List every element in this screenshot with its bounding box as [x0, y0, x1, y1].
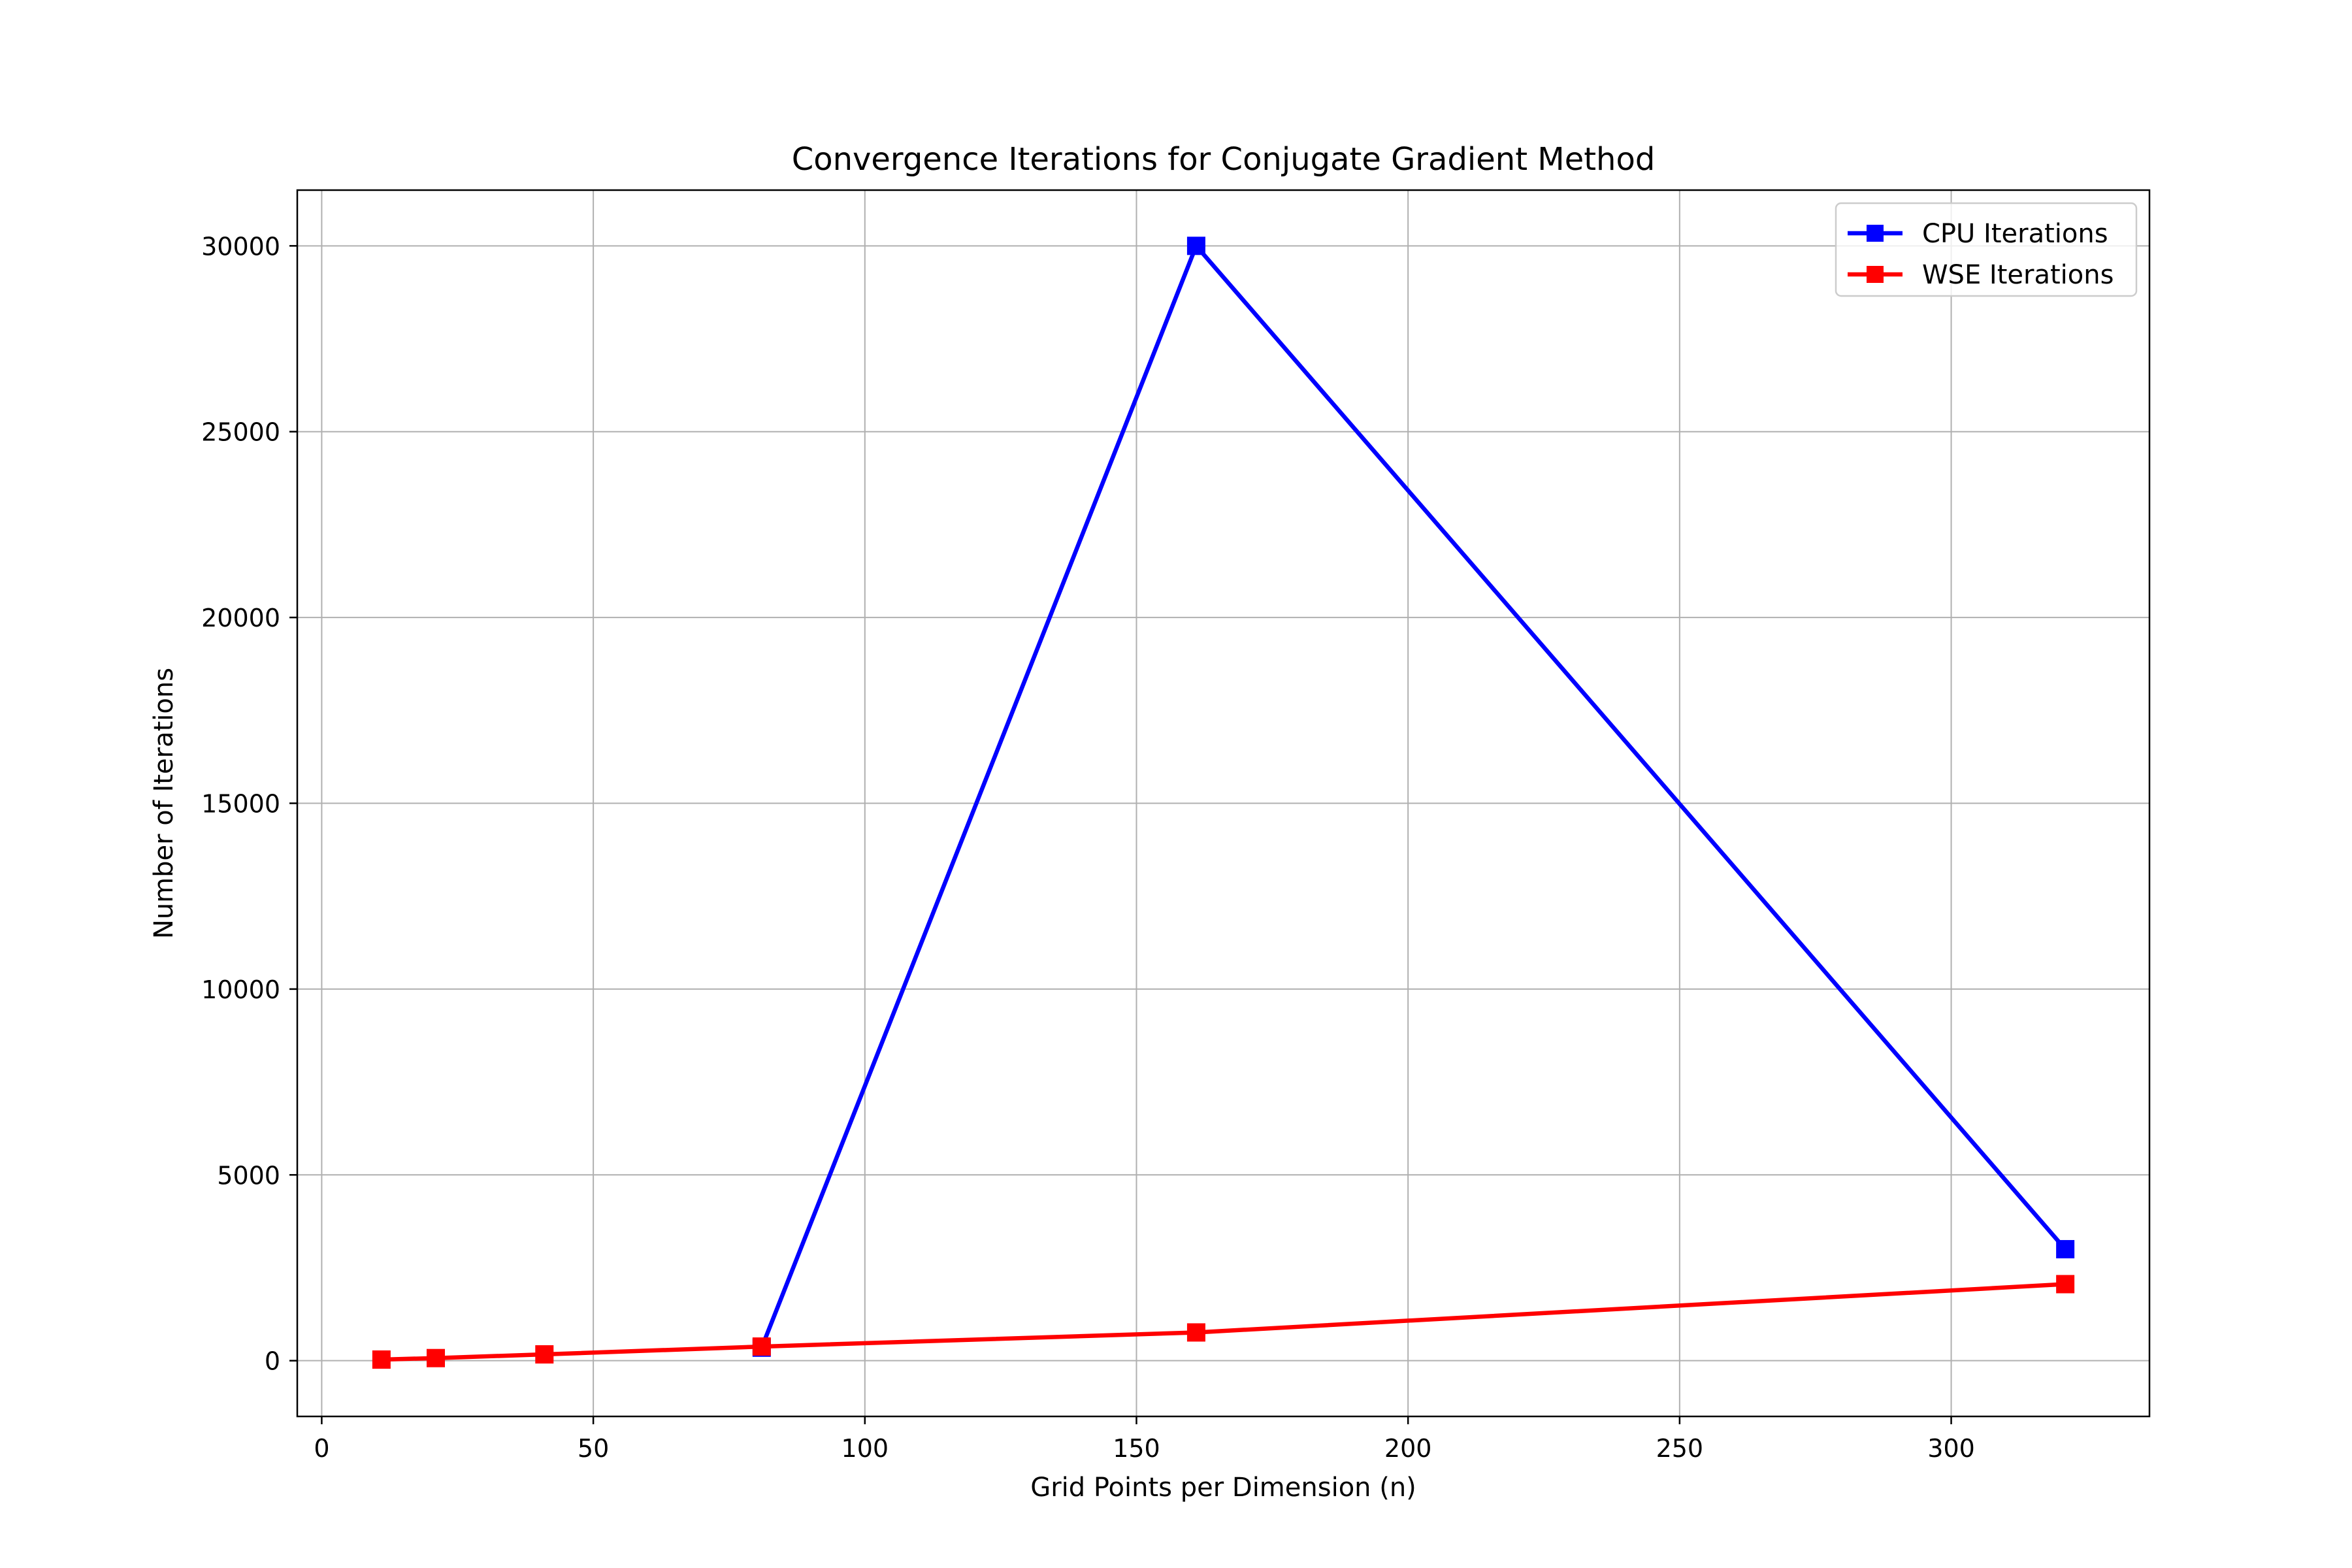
y-tick-label: 30000 [201, 232, 280, 261]
x-tick-label: 300 [1927, 1434, 1975, 1463]
legend-label: CPU Iterations [1922, 219, 2108, 249]
legend-marker-swatch [1867, 225, 1884, 242]
data-point-marker [535, 1345, 554, 1364]
legend: CPU Iterations WSE Iterations [1835, 202, 2138, 297]
data-point-marker [1186, 237, 1205, 255]
data-point-marker [2056, 1240, 2075, 1259]
y-tick-label: 15000 [201, 790, 280, 819]
series-wse-iterations [372, 1275, 2075, 1369]
x-tick-label: 150 [1113, 1434, 1160, 1463]
data-series [372, 237, 2075, 1369]
legend-marker-swatch [1867, 266, 1884, 283]
y-tick-label: 10000 [201, 975, 280, 1004]
legend-entry: CPU Iterations [1848, 219, 2108, 249]
y-tick-label: 20000 [201, 604, 280, 632]
data-point-marker [1186, 1323, 1205, 1342]
legend-label: WSE Iterations [1922, 260, 2114, 290]
y-tick-label: 25000 [201, 418, 280, 447]
data-point-marker [2056, 1275, 2075, 1294]
y-tick-label: 5000 [217, 1161, 280, 1190]
x-tick-label: 200 [1384, 1434, 1432, 1463]
axis-ticks: 0 50 100 150 200 250 300 0 5000 10000 15000 20000 25… [201, 232, 1975, 1463]
legend-box [1835, 202, 2138, 297]
x-tick-label: 100 [841, 1434, 889, 1463]
x-axis-label: Grid Points per Dimension (n) [1030, 1473, 1416, 1503]
x-tick-label: 50 [578, 1434, 609, 1463]
x-tick-label: 250 [1656, 1434, 1704, 1463]
y-axis-label: Number of Iterations [149, 668, 179, 939]
chart-title: Convergence Iterations for Conjugate Gra… [792, 141, 1656, 178]
data-point-marker [752, 1337, 771, 1356]
y-tick-label: 0 [265, 1347, 280, 1376]
data-point-marker [427, 1348, 446, 1367]
legend-entry: WSE Iterations [1848, 260, 2114, 290]
data-point-marker [372, 1350, 391, 1369]
x-tick-label: 0 [314, 1434, 329, 1463]
